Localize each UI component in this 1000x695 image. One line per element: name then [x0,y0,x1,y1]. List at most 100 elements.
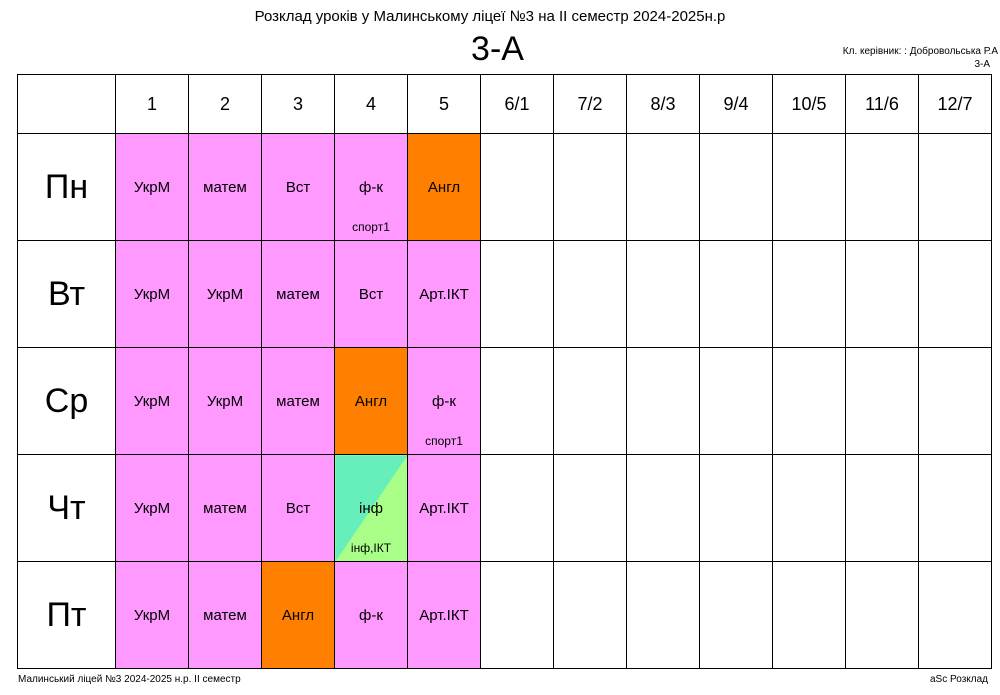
lesson-subject: Англ [354,392,388,410]
lesson-cell: матем [188,454,262,562]
lesson-cell [918,454,992,562]
lesson-cell [772,454,846,562]
lesson-cell [480,347,554,455]
lesson-subject: УкрМ [133,606,171,624]
lesson-subject: УкрМ [133,392,171,410]
lesson-subject: УкрМ [133,178,171,196]
lesson-cell: Вст [261,133,335,241]
class-teacher-label: Кл. керівник: : Добровольська Р.А [842,46,998,57]
period-header: 10/5 [772,74,846,134]
lesson-cell [626,240,700,348]
lesson-cell: УкрМ [115,454,189,562]
lesson-cell [699,561,773,669]
lesson-subject: інф [359,499,383,517]
lesson-subject: Арт.ІКТ [419,285,469,303]
lesson-subject: Арт.ІКТ [419,606,469,624]
lesson-subject: Арт.ІКТ [419,499,469,517]
lesson-cell: матем [261,240,335,348]
day-label: Ср [17,347,116,455]
corner-cell [17,74,116,134]
lesson-subject: матем [203,178,247,196]
period-header: 11/6 [845,74,919,134]
lesson-cell: Арт.ІКТ [407,454,481,562]
lesson-cell [553,133,627,241]
day-row: Чт УкрМ матем Вст інф інф,ІКТ Арт.ІКТ [17,454,992,562]
footer-software: aSc Розклад [930,674,988,685]
lesson-subject: ф-к [359,606,383,624]
lesson-room: спорт1 [425,434,463,448]
lesson-cell [699,454,773,562]
lesson-cell [845,561,919,669]
lesson-cell: Арт.ІКТ [407,240,481,348]
lesson-cell: УкрМ [115,133,189,241]
lesson-cell: Англ [407,133,481,241]
lesson-subject: ф-к [359,178,383,196]
lesson-cell [480,454,554,562]
lesson-cell [772,133,846,241]
period-header: 2 [188,74,262,134]
lesson-cell [699,347,773,455]
lesson-cell [553,561,627,669]
period-header: 5 [407,74,481,134]
lesson-cell [918,240,992,348]
lesson-subject: матем [276,285,320,303]
lesson-cell: УкрМ [188,240,262,348]
class-heading: 3-А [471,30,524,68]
lesson-cell [845,240,919,348]
lesson-subject: Вст [358,285,384,303]
day-row: Ср УкрМ УкрМ матем Англ ф-к спорт1 [17,347,992,455]
lesson-cell: ф-к спорт1 [334,133,408,241]
lesson-cell: УкрМ [115,561,189,669]
lesson-cell [480,240,554,348]
day-row: Пн УкрМ матем Вст ф-к спорт1 Англ [17,133,992,241]
lesson-cell: УкрМ [188,347,262,455]
lesson-cell [626,454,700,562]
timetable: 1 2 3 4 5 6/1 7/2 8/3 9/4 10/5 11/6 12/7… [17,74,992,669]
period-header-row: 1 2 3 4 5 6/1 7/2 8/3 9/4 10/5 11/6 12/7 [17,74,992,134]
lesson-cell: Вст [261,454,335,562]
lesson-room: інф,ІКТ [350,541,392,555]
lesson-subject: УкрМ [133,499,171,517]
lesson-subject: Вст [285,178,311,196]
lesson-cell: матем [188,133,262,241]
period-header: 7/2 [553,74,627,134]
lesson-cell [772,240,846,348]
period-header: 8/3 [626,74,700,134]
page-title: Розклад уроків у Малинському ліцеї №3 на… [254,8,726,25]
lesson-cell: ф-к [334,561,408,669]
lesson-cell: УкрМ [115,347,189,455]
day-label: Пт [17,561,116,669]
lesson-room: спорт1 [352,220,390,234]
lesson-cell [772,561,846,669]
period-header: 12/7 [918,74,992,134]
lesson-cell [480,133,554,241]
lesson-cell [699,240,773,348]
period-header: 1 [115,74,189,134]
lesson-cell: Вст [334,240,408,348]
lesson-cell [480,561,554,669]
lesson-subject: ф-к [432,392,456,410]
lesson-cell: Англ [261,561,335,669]
lesson-subject: Англ [427,178,461,196]
lesson-cell [918,347,992,455]
lesson-cell [918,561,992,669]
day-label: Пн [17,133,116,241]
lesson-cell [553,454,627,562]
lesson-subject: матем [203,606,247,624]
lesson-cell [553,347,627,455]
class-label-small: 3-А [974,59,990,70]
lesson-subject: УкрМ [206,285,244,303]
day-row: Пт УкрМ матем Англ ф-к Арт.ІКТ [17,561,992,669]
footer-school: Малинський ліцей №3 2024-2025 н.р. ІІ се… [18,674,241,685]
period-header: 6/1 [480,74,554,134]
period-header: 9/4 [699,74,773,134]
lesson-cell [845,347,919,455]
lesson-cell: матем [188,561,262,669]
day-label: Вт [17,240,116,348]
lesson-subject: Вст [285,499,311,517]
lesson-cell: інф інф,ІКТ [334,454,408,562]
lesson-cell [699,133,773,241]
day-label: Чт [17,454,116,562]
lesson-cell: матем [261,347,335,455]
lesson-subject: УкрМ [206,392,244,410]
